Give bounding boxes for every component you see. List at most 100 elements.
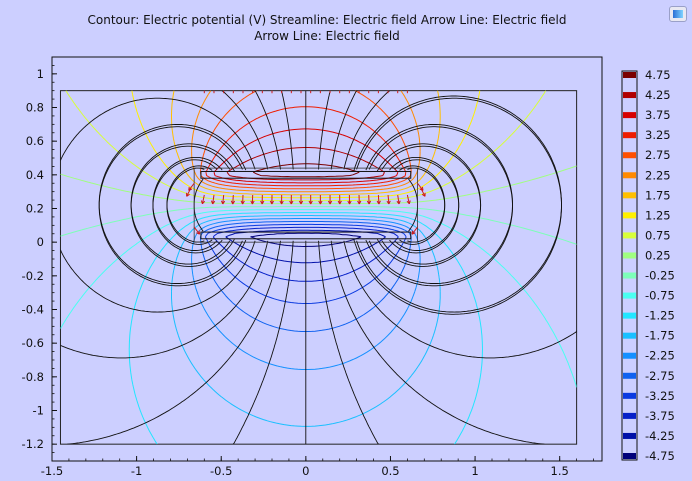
electrode-housing [193, 167, 418, 243]
domain-layer [59, 90, 578, 445]
contour-level-3_25 [205, 106, 407, 187]
contour-level-m1_25 [128, 212, 483, 445]
field-line [130, 143, 235, 265]
legend-swatch [623, 453, 636, 459]
field-line [318, 240, 379, 445]
legend-swatch [623, 152, 636, 159]
legend-label: -0.75 [645, 289, 675, 303]
legend-swatch [623, 252, 636, 259]
y-tick-label: -1 [33, 404, 44, 418]
chart-title-line1: Contour: Electric potential (V) Streamli… [87, 13, 567, 27]
legend-swatch [623, 232, 636, 239]
y-tick-label: 1 [37, 67, 44, 81]
x-tick-label: -1 [131, 464, 142, 478]
plate-layer [193, 167, 418, 243]
field-arrow-gap [366, 195, 372, 205]
y-tick-label: 0 [37, 235, 44, 249]
contour-level-m0_75 [60, 209, 577, 388]
field-line [280, 90, 294, 170]
contour-level-1_75 [171, 90, 441, 196]
upper-plate [200, 170, 412, 179]
lower-plate [200, 231, 412, 240]
legend-label: 0.75 [645, 228, 671, 242]
y-tick-label: -0.4 [22, 303, 44, 317]
legend-swatch [623, 272, 636, 279]
legend-swatch [623, 332, 636, 339]
field-arrow-fringe [193, 226, 201, 235]
field-arrow-gap [230, 195, 236, 205]
field-arrow-gap [240, 195, 245, 205]
y-tick-label: -0.6 [22, 336, 44, 350]
field-arrow-gap [308, 195, 313, 205]
y-tick-label: 0.8 [26, 101, 44, 115]
contour-level-m1_75 [171, 215, 441, 427]
legend-swatch [623, 72, 636, 78]
field-line [389, 156, 460, 251]
legend-swatch [623, 112, 636, 119]
field-arrow-gap [347, 195, 352, 205]
x-tick-label: -1.5 [41, 464, 63, 478]
field-line [221, 90, 269, 170]
x-tick-label: 0.5 [381, 464, 399, 478]
field-line [152, 156, 223, 251]
legend-label: -1.75 [645, 329, 675, 343]
field-line [60, 97, 256, 170]
legend-swatch [623, 412, 636, 419]
field-arrow-gap [269, 195, 275, 205]
x-tick-label: 1.5 [551, 464, 569, 478]
field-line [98, 123, 247, 284]
simulation-domain [59, 90, 578, 445]
legend-label: 1.75 [645, 188, 671, 202]
field-line [353, 95, 562, 313]
legend-label: -4.75 [645, 449, 675, 463]
legend-swatch [623, 432, 636, 439]
x-tick-label: 1 [471, 464, 478, 478]
legend-frame [621, 70, 638, 461]
field-line [330, 90, 358, 170]
field-arrow-fringe [186, 188, 192, 197]
x-axis: -1.5 -1 -0.5 0 0.5 1 1.5 [41, 456, 594, 478]
field-line [67, 240, 281, 445]
app-logo-icon[interactable] [669, 6, 687, 22]
contour-level-m2_25 [191, 218, 421, 370]
legend-swatch [623, 372, 636, 379]
legend-label: 4.75 [645, 68, 671, 82]
field-arrow-gap [406, 194, 411, 205]
field-arrow-gap [396, 194, 401, 205]
legend-swatch [623, 192, 636, 199]
arrow-layer [186, 90, 426, 235]
field-arrow-fringe [420, 188, 426, 197]
legend-label: 1.25 [645, 208, 671, 222]
y-tick-label: -0.8 [22, 370, 44, 384]
field-arrow-gap [210, 194, 216, 205]
legend-label: 4.25 [645, 88, 671, 102]
legend-swatch [623, 312, 636, 319]
field-line [60, 240, 269, 359]
field-line [330, 240, 545, 445]
contour-level-m4_75 [250, 232, 362, 247]
legend-label: -2.75 [645, 369, 675, 383]
field-arrow-gap [220, 194, 226, 205]
chart-title-line2: Arrow Line: Electric field [254, 29, 400, 43]
y-tick-label: 0.2 [26, 202, 44, 216]
field-arrow-gap [376, 195, 381, 205]
legend-swatch [623, 92, 636, 99]
legend-label: -3.25 [645, 389, 675, 403]
y-axis: 1 0.8 0.6 0.4 0.2 0 -0.2 -0.4 -0.6 -0.8 -1 -1.2 [22, 56, 57, 462]
contour-level-m2_75 [199, 221, 412, 332]
color-legend: 4.75 4.25 3.75 3.25 2.75 2.25 1.75 1.25 0.75 0.25… [621, 68, 675, 463]
legend-label: 2.25 [645, 168, 671, 182]
field-line [399, 165, 446, 243]
legend-label: 3.25 [645, 128, 671, 142]
legend-swatch [623, 392, 636, 399]
field-line [232, 240, 294, 445]
legend-swatch [623, 132, 636, 139]
field-arrow-gap [386, 194, 391, 205]
field-arrow-gap [327, 195, 333, 205]
legend-label: -1.25 [645, 309, 675, 323]
legend-label: -0.25 [645, 269, 675, 283]
field-arrow-gap [298, 195, 304, 205]
legend-swatch [623, 352, 636, 359]
y-tick-label: -0.2 [22, 269, 44, 283]
